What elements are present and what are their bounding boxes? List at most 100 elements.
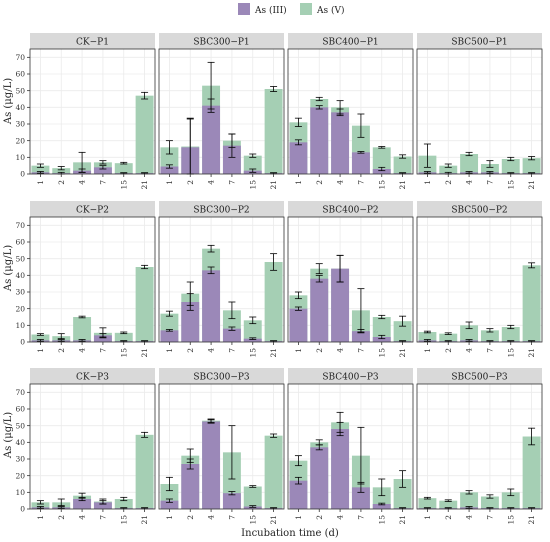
panel-title: SBC400−P3: [322, 373, 379, 383]
error-bar-as5: [486, 328, 494, 333]
bar-as3: [93, 335, 112, 342]
bar-as3: [222, 328, 241, 342]
bar-as3: [351, 331, 370, 342]
panel-title: SBC300−P2: [193, 206, 249, 216]
bar-as5: [264, 262, 283, 342]
x-tick-label: 1: [36, 515, 45, 520]
panel-strip: [288, 33, 413, 49]
bar-as5: [418, 498, 437, 509]
y-axis-title: As (μg/L): [3, 245, 14, 292]
x-tick-label: 4: [207, 180, 216, 185]
x-tick-label: 7: [98, 348, 107, 353]
error-bar-as5: [528, 427, 536, 446]
y-tick-label: 10: [15, 321, 25, 330]
bar-as5: [522, 265, 541, 342]
y-tick-label: 20: [15, 304, 25, 313]
error-bar-as3: [465, 339, 473, 342]
panel-background: [159, 217, 284, 342]
bar-as3: [351, 487, 370, 509]
error-bar-as5: [444, 499, 452, 502]
panel-title: SBC500−P1: [451, 38, 507, 48]
x-tick-label: 15: [506, 515, 515, 525]
bar-as3: [351, 152, 370, 174]
error-bar-as3: [228, 491, 236, 496]
facet-panel: SBC300−P1 1 2 4 7 15 21: [158, 33, 285, 190]
error-bar-as3: [228, 326, 236, 331]
error-bar-as3: [465, 171, 473, 174]
y-tick-label: 60: [15, 405, 25, 414]
x-tick-label: 21: [140, 348, 149, 358]
error-bar-as3: [423, 171, 431, 174]
bar-as5: [114, 332, 133, 342]
error-bar-as5: [423, 496, 431, 500]
error-bar-as5: [57, 498, 65, 507]
bar-as5: [52, 336, 71, 342]
x-tick-label: 1: [423, 515, 432, 520]
x-tick-label: 4: [465, 515, 474, 520]
panel-title: CK−P1: [76, 38, 109, 48]
x-tick-label: 2: [315, 515, 324, 520]
panel-background: [30, 384, 155, 509]
bar-as5: [480, 496, 499, 509]
x-tick-label: 15: [377, 515, 386, 525]
error-bar-as5: [249, 153, 257, 158]
error-bar-as3: [336, 254, 344, 283]
panel-strip: [288, 368, 413, 384]
x-tick-label: 21: [269, 180, 278, 190]
panel-title: SBC400−P2: [322, 206, 378, 216]
error-bar-as5: [399, 154, 407, 159]
x-tick-label: 4: [465, 180, 474, 185]
x-tick-label: 2: [444, 348, 453, 353]
x-tick-label: 4: [207, 515, 216, 520]
error-bar-as5: [486, 494, 494, 499]
panel-title: SBC400−P1: [322, 38, 378, 48]
error-bar-as5: [294, 117, 302, 127]
error-bar-as5: [423, 143, 431, 168]
bar-as3: [202, 105, 221, 174]
x-tick-label: 2: [186, 180, 195, 185]
panel-background: [288, 49, 413, 174]
bar-as3: [310, 278, 329, 342]
bar-as3: [331, 112, 350, 174]
x-tick-label: 7: [485, 180, 494, 185]
bar-as3: [202, 270, 221, 342]
bar-as3: [93, 167, 112, 174]
panel-strip: [417, 368, 542, 384]
error-bar-as3: [36, 339, 44, 342]
bar-as5: [73, 317, 92, 342]
y-tick-label: 30: [15, 288, 25, 297]
y-tick-label: 0: [20, 338, 25, 347]
bar-as3: [181, 464, 200, 509]
error-bar-as3: [336, 421, 344, 437]
bar-as5: [522, 436, 541, 509]
panel-strip: [159, 201, 284, 217]
x-tick-label: 7: [227, 180, 236, 185]
panel-strip: [30, 368, 155, 384]
y-tick-label: 70: [15, 388, 25, 397]
x-tick-label: 4: [207, 348, 216, 353]
error-bar-as5: [270, 433, 278, 438]
x-tick-label: 7: [98, 515, 107, 520]
error-bar-as5: [165, 310, 173, 317]
bar-as5: [243, 155, 262, 174]
error-bar-as5: [270, 86, 278, 92]
panel-border: [158, 216, 285, 343]
y-tick-label: 10: [15, 153, 25, 162]
x-axis-title: Incubation time (d): [241, 528, 339, 539]
y-tick-label: 30: [15, 120, 25, 129]
error-bar-as3: [465, 506, 473, 509]
y-tick-label: 0: [20, 170, 25, 179]
error-bar-as5: [270, 253, 278, 271]
x-tick-label: 21: [269, 348, 278, 358]
x-tick-label: 15: [248, 515, 257, 525]
error-bar-as3: [378, 334, 386, 340]
y-tick-label: 70: [15, 221, 25, 230]
x-tick-label: 21: [140, 515, 149, 525]
bar-as5: [264, 435, 283, 509]
error-bar-as5: [57, 333, 65, 340]
bar-as5: [439, 165, 458, 174]
panel-strip: [159, 368, 284, 384]
bar-as3: [243, 506, 262, 509]
x-tick-label: 1: [165, 515, 174, 520]
error-bar-as5: [507, 324, 515, 330]
